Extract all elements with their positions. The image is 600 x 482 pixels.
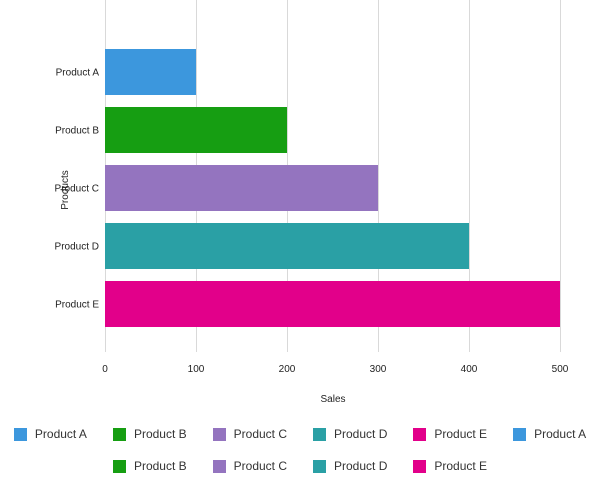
bar-product-c — [105, 165, 378, 211]
legend-item[interactable]: Product B — [112, 459, 187, 473]
legend-swatch — [112, 427, 126, 441]
y-tick-label: Product B — [55, 126, 99, 137]
legend-swatch — [413, 427, 427, 441]
bar-product-d — [105, 223, 469, 269]
x-tick-label: 500 — [552, 364, 569, 375]
legend-item[interactable]: Product E — [413, 427, 487, 441]
y-tick-label: Product C — [55, 184, 99, 195]
legend-row: Product A Product B Product C Product D Prod… — [0, 418, 600, 450]
legend-row: Product B Product C Product D Product E — [0, 450, 600, 482]
x-tick-label: 100 — [188, 364, 205, 375]
legend-swatch — [212, 459, 226, 473]
legend-label: Product C — [233, 427, 287, 441]
legend-item[interactable]: Product C — [212, 427, 287, 441]
legend-item[interactable]: Product A — [513, 427, 586, 441]
legend-swatch — [413, 459, 427, 473]
x-tick-label: 400 — [461, 364, 478, 375]
legend-swatch — [313, 459, 326, 473]
legend-label: Product B — [133, 427, 187, 441]
legend-item[interactable]: Product B — [112, 427, 187, 441]
bars — [105, 49, 560, 327]
legend-swatch — [112, 459, 126, 473]
x-axis-title: Sales — [320, 394, 345, 405]
legend-label: Product C — [233, 459, 287, 473]
legend-label: Product A — [534, 427, 587, 441]
y-tick-label: Product E — [55, 300, 99, 311]
legend-swatch — [13, 427, 27, 441]
legend-swatch — [513, 427, 527, 441]
legend-swatch — [212, 427, 226, 441]
legend-item[interactable]: Product D — [313, 427, 387, 441]
y-axis-title: Products — [60, 170, 71, 209]
legend-item[interactable]: Product E — [413, 459, 487, 473]
bar-product-e — [105, 281, 560, 327]
legend: Product A Product B Product C Product D Prod… — [0, 418, 600, 482]
legend-label: Product D — [334, 459, 388, 473]
legend-item[interactable]: Product A — [13, 427, 87, 441]
y-axis-ticks: Product A Product B Product C Product D Prod… — [55, 68, 100, 311]
legend-item[interactable]: Product D — [313, 459, 387, 473]
legend-item[interactable]: Product C — [212, 459, 287, 473]
x-tick-label: 200 — [279, 364, 296, 375]
legend-label: Product A — [34, 427, 87, 441]
y-tick-label: Product D — [55, 242, 99, 253]
y-tick-label: Product A — [56, 68, 100, 79]
x-axis-ticks: 0 100 200 300 400 500 — [102, 364, 569, 375]
legend-label: Product E — [434, 459, 488, 473]
bar-product-a — [105, 49, 196, 95]
x-tick-label: 0 — [102, 364, 108, 375]
legend-swatch — [313, 427, 326, 441]
legend-label: Product B — [133, 459, 187, 473]
legend-label: Product E — [434, 427, 488, 441]
legend-label: Product D — [334, 427, 388, 441]
bar-product-b — [105, 107, 287, 153]
x-tick-label: 300 — [370, 364, 387, 375]
bar-chart: Product A Product B Product C Product D Prod… — [55, 0, 569, 405]
